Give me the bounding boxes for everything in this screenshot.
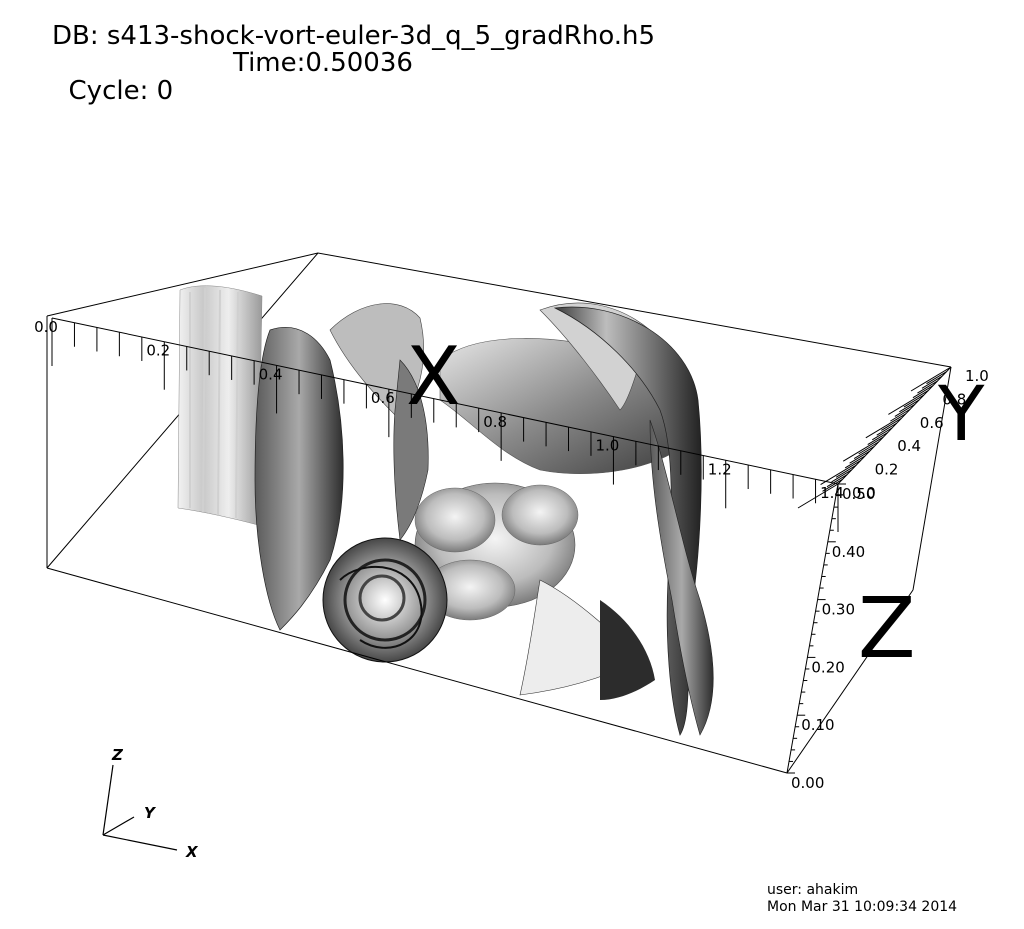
- y-major-tick: [865, 413, 907, 439]
- orientation-triad: [102, 764, 178, 851]
- y-tick-label: 0.2: [875, 461, 899, 479]
- y-axis: 0.0 0.2 0.4 0.6 0.8 1.0: [797, 366, 989, 509]
- y-axis-title: Y: [937, 369, 985, 458]
- y-major-tick: [910, 366, 952, 392]
- y-major-tick: [820, 460, 861, 486]
- triad-y-label: Y: [144, 804, 157, 822]
- y-minor-tick: [926, 371, 947, 385]
- x-tick-label: 0.2: [146, 342, 170, 360]
- z-tick-label: 0.10: [801, 716, 834, 734]
- triad-y-axis: [102, 816, 135, 836]
- triad-x-label: X: [185, 843, 199, 861]
- y-minor-tick: [844, 455, 866, 469]
- cycle-time-line: Cycle: 0 Time:0.50036: [52, 49, 413, 133]
- x-tick-label: 0.8: [483, 413, 507, 431]
- y-tick-label: 1.0: [965, 367, 989, 385]
- x-axis-title: X: [406, 330, 461, 423]
- triad-x-axis: [102, 834, 178, 851]
- y-major-tick: [842, 436, 884, 462]
- y-minor-tick: [881, 418, 902, 431]
- y-minor-tick: [849, 450, 870, 464]
- triad-z-axis: [102, 764, 114, 836]
- y-tick-label: 0.4: [897, 437, 921, 455]
- user-label: user: ahakim: [767, 882, 859, 898]
- y-minor-tick: [917, 380, 938, 394]
- z-tick-label: 0.40: [832, 543, 865, 561]
- z-tick-label: 0.00: [791, 774, 824, 792]
- y-minor-tick: [822, 478, 843, 492]
- cycle-label: Cycle: 0: [68, 76, 174, 106]
- x-axis-line: [51, 317, 839, 485]
- z-axis-line: [786, 483, 839, 774]
- y-minor-tick: [858, 441, 879, 455]
- z-tick-label: 0.30: [822, 601, 855, 619]
- y-minor-tick: [876, 422, 898, 436]
- y-tick-label: 0.6: [920, 414, 944, 432]
- z-axis-title: Z: [858, 579, 916, 677]
- density-gradient-isosurface: [177, 285, 714, 736]
- x-tick-label: 0.6: [371, 389, 395, 407]
- y-minor-tick: [871, 427, 893, 441]
- y-tick-label: 0.8: [942, 390, 966, 408]
- y-minor-tick: [890, 408, 911, 422]
- x-tick-label: 1.4: [820, 484, 844, 502]
- x-tick-label: 1.2: [708, 460, 732, 478]
- y-minor-tick: [853, 446, 875, 459]
- z-axis: 0.00 0.10 0.20 0.30 0.40 0.50: [786, 483, 875, 792]
- z-tick-label: 0.20: [811, 658, 844, 676]
- y-minor-tick: [899, 399, 920, 413]
- z-tick-label: 0.50: [842, 485, 875, 503]
- y-major-tick: [888, 389, 929, 415]
- bounding-box-front: [46, 252, 914, 774]
- y-minor-tick: [835, 464, 857, 478]
- y-minor-tick: [894, 404, 916, 417]
- x-tick-label: 0.0: [34, 318, 58, 336]
- y-tick-label: 0.0: [852, 484, 876, 502]
- y-minor-tick: [831, 469, 852, 483]
- time-label: Time:0.50036: [233, 48, 413, 78]
- y-minor-tick: [826, 474, 848, 488]
- y-minor-tick: [867, 432, 888, 445]
- y-minor-tick: [903, 394, 925, 408]
- x-tick-label: 0.4: [259, 365, 283, 383]
- y-major-tick: [797, 483, 839, 509]
- triad-z-label: Z: [111, 746, 124, 764]
- database-label: DB: s413-shock-vort-euler-3d_q_5_gradRho…: [52, 21, 656, 51]
- x-axis: 0.0 0.2 0.4 0.6 0.8 1.0 1.2 1.4: [34, 317, 844, 532]
- date-label: Mon Mar 31 10:09:34 2014: [767, 899, 958, 915]
- y-minor-tick: [921, 375, 943, 389]
- x-tick-label: 1.0: [595, 437, 619, 455]
- y-minor-tick: [912, 385, 934, 399]
